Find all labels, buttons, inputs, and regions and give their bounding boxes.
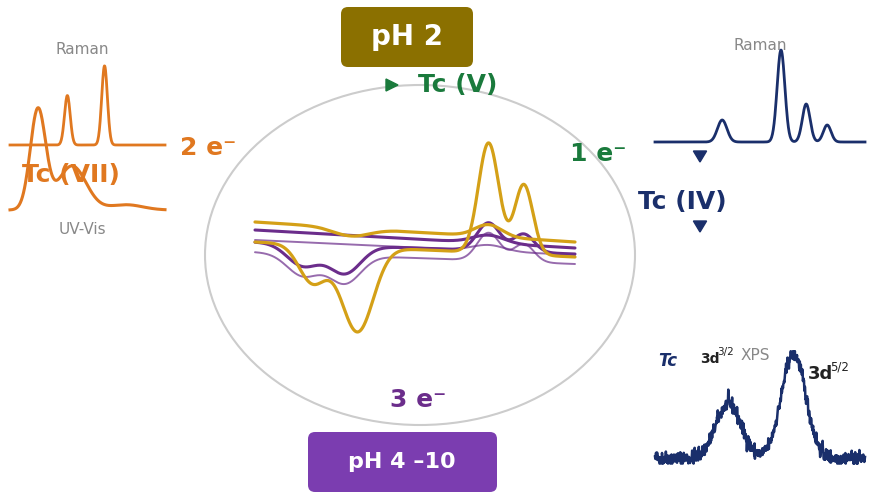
Text: pH 2: pH 2 [371, 23, 443, 51]
Text: Raman: Raman [55, 42, 109, 57]
Text: Tc (V): Tc (V) [418, 73, 498, 97]
Text: pH 4 –10: pH 4 –10 [348, 452, 456, 472]
Text: XPS: XPS [740, 348, 770, 363]
Polygon shape [386, 79, 398, 91]
Text: Tc (VII): Tc (VII) [22, 163, 120, 187]
Text: UV-Vis: UV-Vis [58, 222, 106, 237]
Polygon shape [693, 151, 707, 162]
Text: 1 e⁻: 1 e⁻ [570, 142, 627, 166]
Text: Tc: Tc [658, 352, 677, 370]
Text: 3/2: 3/2 [717, 347, 733, 357]
Text: 2 e⁻: 2 e⁻ [180, 136, 236, 160]
Text: Raman: Raman [733, 38, 787, 53]
Text: Tc (IV): Tc (IV) [638, 190, 726, 214]
Text: 5/2: 5/2 [830, 360, 849, 373]
Text: 3 e⁻: 3 e⁻ [390, 388, 446, 412]
FancyBboxPatch shape [341, 7, 473, 67]
Text: 3d: 3d [700, 352, 719, 366]
Polygon shape [693, 221, 707, 232]
FancyBboxPatch shape [308, 432, 497, 492]
Text: 3d: 3d [808, 365, 833, 383]
